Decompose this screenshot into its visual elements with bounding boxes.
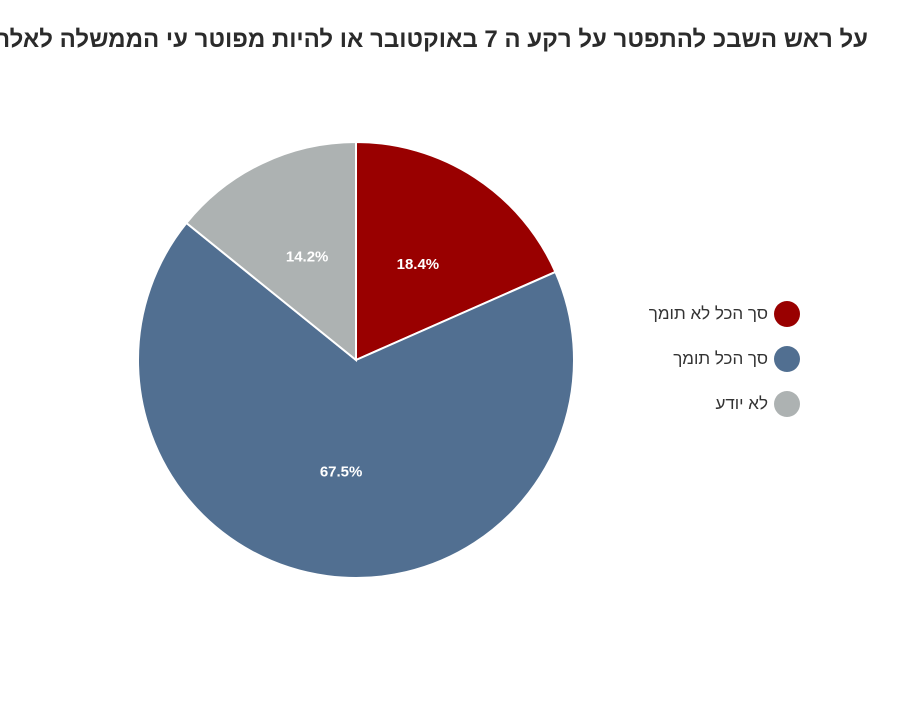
legend-label: סך הכל תומך — [673, 349, 768, 368]
pie-slice[interactable] — [137, 221, 575, 579]
slice-data-label: 18.4% — [397, 256, 440, 273]
pie-slice[interactable] — [355, 140, 557, 362]
legend-label: סך הכל לא תומך — [648, 304, 768, 323]
chart-title: על ראש השבכ להתפטר על רקע ה 7 באוקטובר א… — [0, 26, 868, 53]
legend-item[interactable]: לא יודע — [649, 390, 800, 418]
legend-item[interactable]: סך הכל לא תומך — [649, 300, 800, 328]
legend-swatch — [774, 346, 800, 372]
slice-data-label: 67.5% — [320, 463, 363, 480]
legend-swatch — [774, 391, 800, 417]
legend-label: לא יודע — [715, 394, 768, 413]
slice-data-label: 14.2% — [286, 249, 329, 266]
legend-item[interactable]: סך הכל תומך — [649, 345, 800, 373]
pie-slice[interactable] — [185, 140, 357, 363]
legend-swatch — [774, 301, 800, 327]
chart-legend: סך הכל לא תומך סך הכל תומך לא יודע — [649, 300, 800, 435]
